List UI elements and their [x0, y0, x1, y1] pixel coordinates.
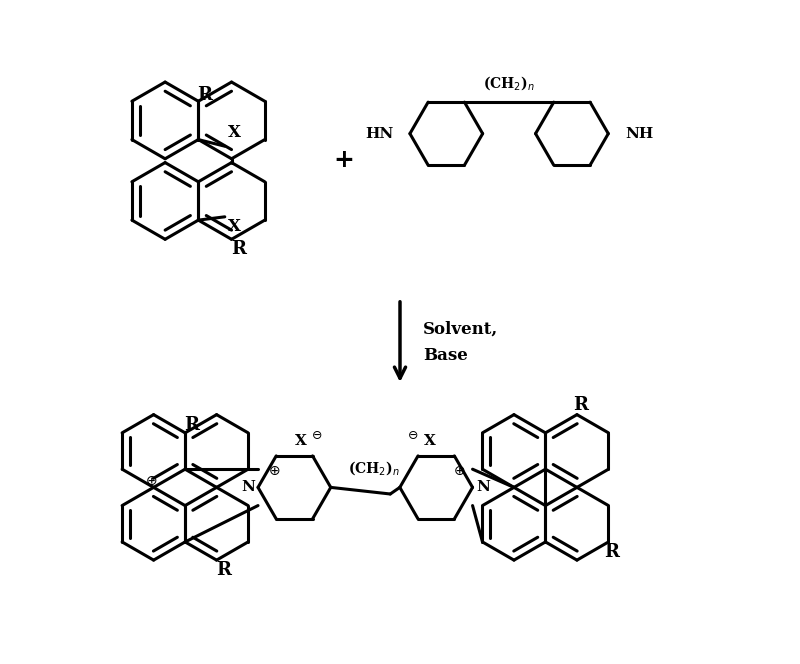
Text: X: X [424, 434, 435, 448]
Text: Base: Base [423, 347, 468, 364]
Text: N: N [476, 480, 490, 495]
Text: R: R [573, 396, 588, 414]
Text: R: R [604, 543, 619, 561]
Text: +: + [334, 148, 354, 172]
Text: ⊕: ⊕ [146, 474, 158, 488]
Text: R: R [230, 240, 246, 258]
Text: NH: NH [625, 127, 653, 141]
Text: X: X [228, 218, 241, 235]
Text: ⊕: ⊕ [269, 464, 280, 478]
Text: R: R [184, 416, 199, 434]
Text: ⊖: ⊖ [312, 430, 322, 442]
Text: N: N [241, 480, 254, 495]
Text: X: X [295, 434, 307, 448]
Text: ⊕: ⊕ [454, 464, 465, 478]
Text: (CH$_2$)$_n$: (CH$_2$)$_n$ [348, 459, 399, 477]
Text: R: R [198, 86, 213, 104]
Text: ⊖: ⊖ [408, 430, 418, 442]
Text: R: R [216, 561, 230, 579]
Text: (CH$_2$)$_n$: (CH$_2$)$_n$ [483, 74, 535, 92]
Text: X: X [228, 124, 241, 141]
Text: HN: HN [365, 127, 394, 141]
Text: Solvent,: Solvent, [423, 320, 498, 337]
